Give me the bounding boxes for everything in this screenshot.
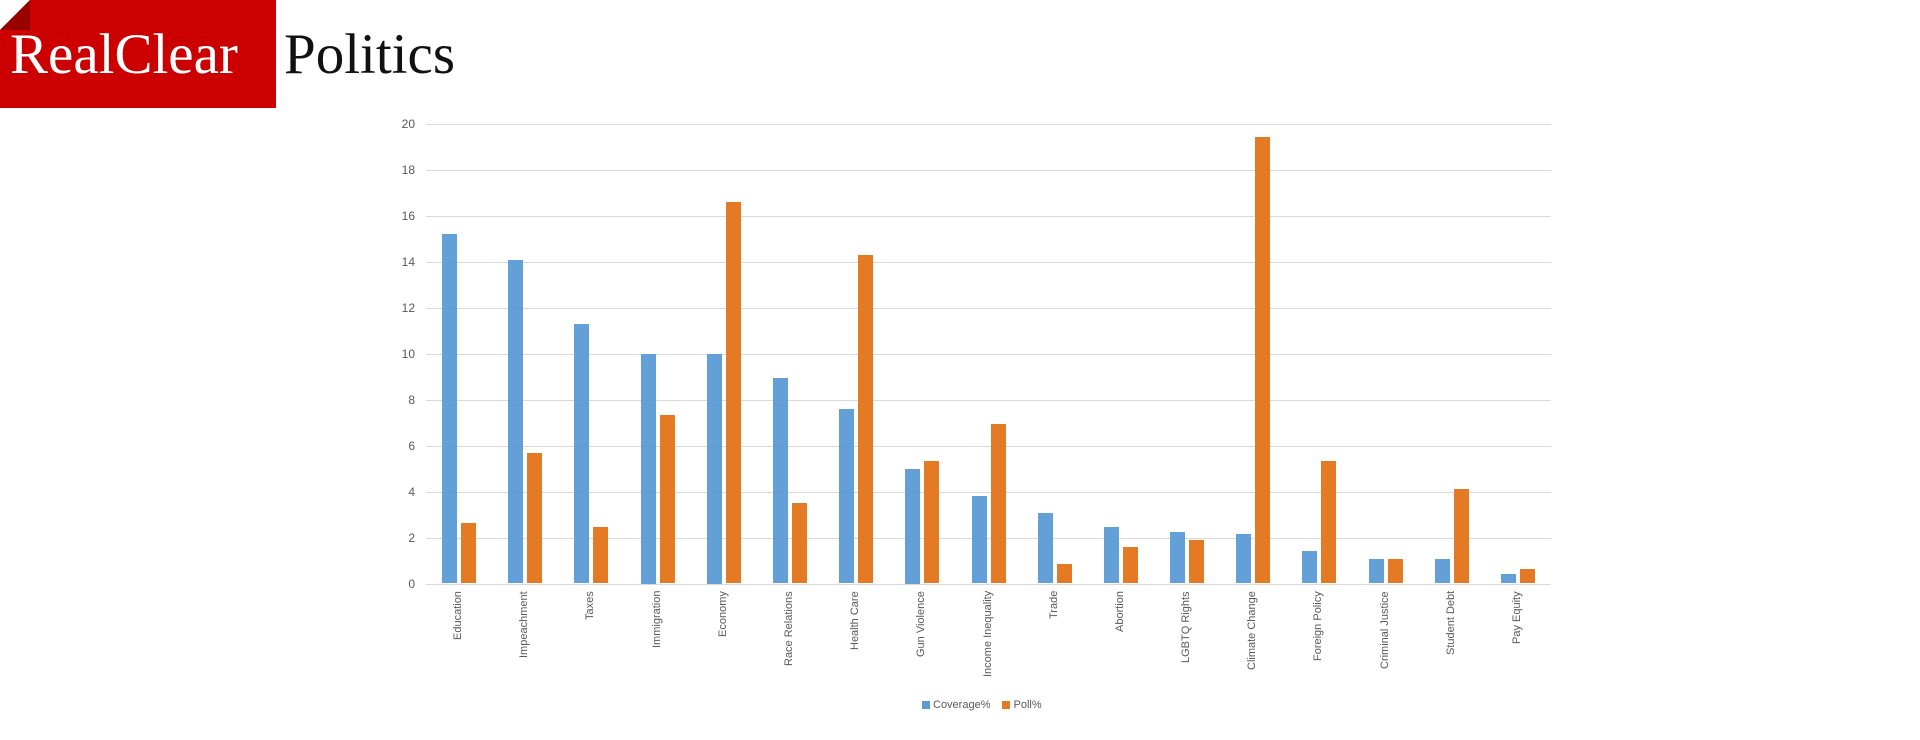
y-tick-label: 4 [408, 485, 415, 499]
y-tick-label: 10 [401, 347, 415, 361]
gridline [426, 354, 1551, 355]
bar-poll [858, 254, 874, 584]
x-tick-label: LGBTQ Rights [1180, 591, 1193, 663]
y-tick-label: 8 [408, 393, 415, 407]
x-tick-label: Pay Equity [1510, 591, 1523, 644]
x-tick-label: Taxes [584, 591, 597, 620]
x-tick-label: Abortion [1113, 591, 1126, 632]
bar-coverage [1037, 513, 1053, 584]
bar-coverage [706, 353, 722, 584]
x-tick-label: Student Debt [1444, 591, 1457, 656]
bar-coverage [772, 377, 788, 584]
logo-text-politics: Politics [284, 23, 456, 86]
bar-coverage [971, 496, 987, 584]
chart-legend: Coverage% Poll% [922, 699, 1054, 711]
y-tick-label: 20 [401, 117, 415, 131]
x-tick-label: Trade [1047, 591, 1060, 620]
x-tick-label: Immigration [650, 591, 663, 649]
logo-text-realclear: RealClear [10, 23, 238, 86]
bar-poll [1453, 489, 1469, 584]
gridline [426, 538, 1551, 539]
gridline [426, 446, 1551, 447]
bar-poll [593, 527, 609, 584]
y-tick-label: 12 [401, 301, 415, 315]
bar-poll [791, 503, 807, 584]
y-tick-label: 16 [401, 209, 415, 223]
gridline [426, 400, 1551, 401]
bar-coverage [1368, 559, 1384, 584]
x-tick-label: Impeachment [518, 591, 531, 658]
legend-swatch-coverage [922, 701, 930, 709]
bar-poll [1056, 563, 1072, 584]
legend-label-poll: Poll% [1013, 699, 1042, 711]
legend-swatch-poll [1002, 701, 1011, 709]
x-tick-label: Health Care [849, 591, 862, 650]
y-tick-label: 0 [408, 577, 415, 591]
bar-poll [1255, 136, 1271, 584]
x-tick-label: Gun Violence [915, 591, 928, 657]
bar-coverage [1170, 531, 1186, 584]
x-tick-label: Race Relations [782, 591, 795, 666]
realclearpolitics-logo[interactable]: RealClear Politics [0, 0, 455, 108]
y-tick-label: 14 [401, 255, 415, 269]
bar-poll [924, 460, 940, 584]
bar-coverage [1302, 551, 1318, 584]
logo-red-block: RealClear [0, 0, 276, 108]
gridline [426, 308, 1551, 309]
gridline [426, 584, 1551, 585]
bar-poll [1519, 568, 1535, 584]
y-tick-label: 18 [401, 163, 415, 177]
gridline [426, 124, 1551, 125]
x-tick-label: Climate Change [1246, 591, 1259, 670]
legend-label-coverage: Coverage% [933, 699, 991, 711]
bar-poll [990, 423, 1006, 584]
gridline [426, 492, 1551, 493]
bar-coverage [508, 259, 524, 584]
bar-coverage [574, 323, 590, 584]
bar-coverage [905, 468, 921, 584]
x-tick-label: Income Inequality [981, 591, 994, 678]
bar-poll [1122, 546, 1138, 584]
gridline [426, 216, 1551, 217]
bar-coverage [1500, 574, 1516, 584]
bar-poll [1321, 460, 1337, 584]
gridline [426, 170, 1551, 171]
bar-poll [1387, 559, 1403, 584]
gridline [426, 262, 1551, 263]
bar-coverage [442, 234, 458, 584]
bar-coverage [1434, 559, 1450, 584]
bar-poll [725, 202, 741, 584]
legend-item-coverage: Coverage% [922, 699, 990, 711]
bar-coverage [1236, 534, 1252, 584]
y-tick-label: 6 [408, 439, 415, 453]
bar-coverage [1103, 527, 1119, 584]
bar-poll [527, 452, 543, 584]
bar-coverage [640, 353, 656, 584]
bar-poll [461, 522, 477, 584]
bar-poll [659, 414, 675, 584]
bar-poll [1189, 539, 1205, 584]
x-tick-label: Education [452, 591, 465, 640]
x-tick-label: Foreign Policy [1312, 591, 1325, 661]
x-tick-label: Criminal Justice [1378, 591, 1391, 669]
bar-coverage [839, 408, 855, 584]
logo-fold-shadow [0, 0, 30, 30]
legend-item-poll: Poll% [1002, 699, 1042, 711]
y-tick-label: 2 [408, 531, 415, 545]
x-tick-label: Economy [716, 591, 729, 637]
